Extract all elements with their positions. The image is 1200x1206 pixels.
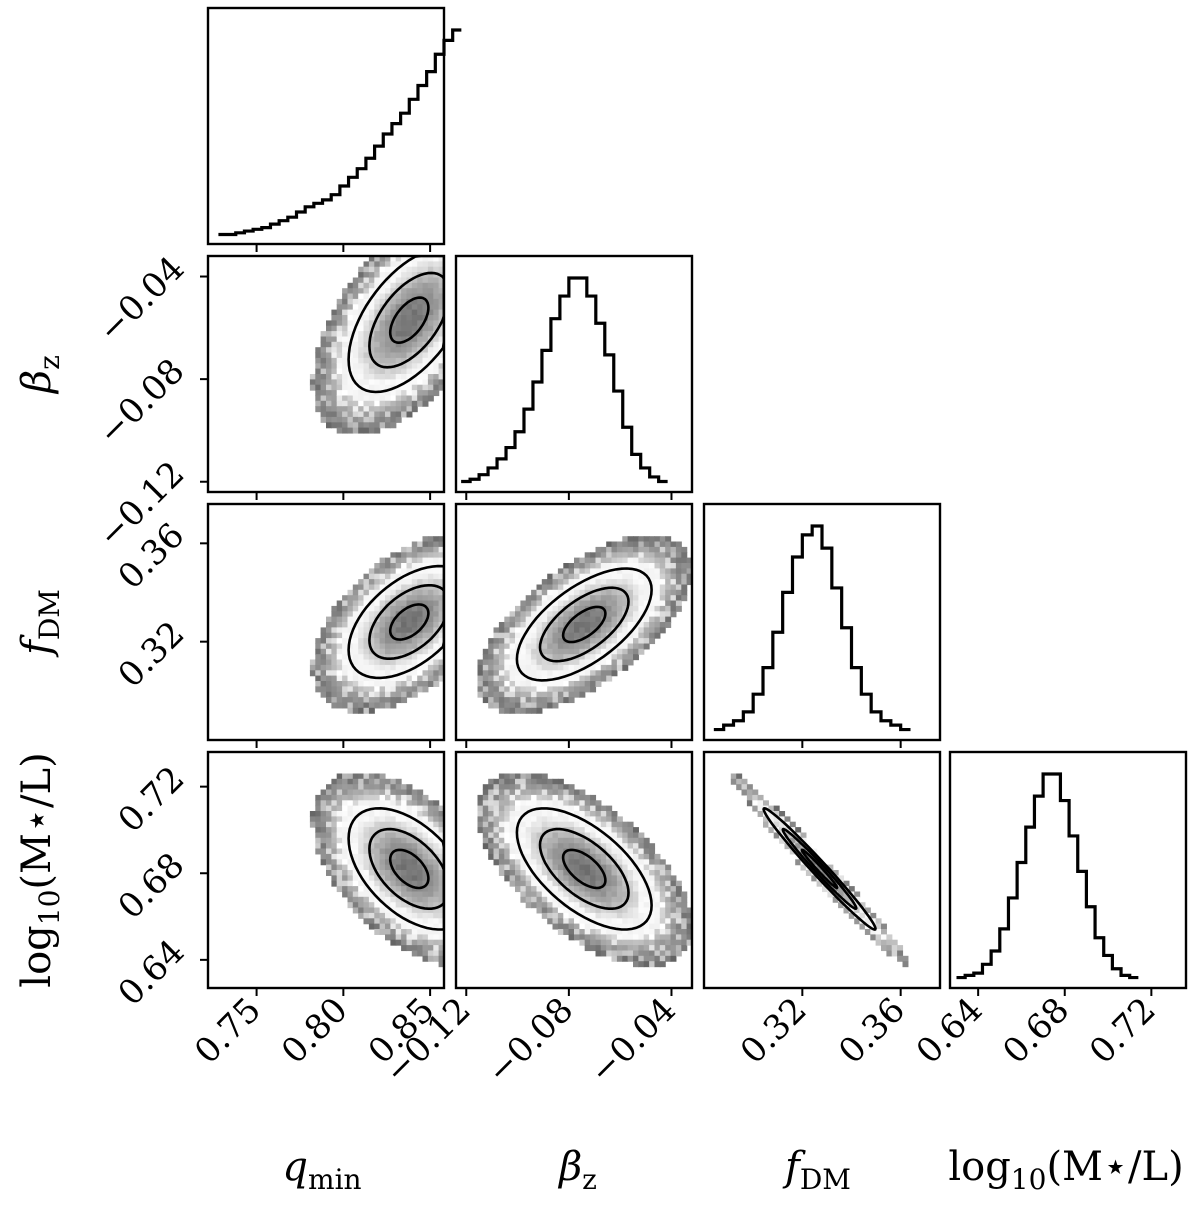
joint-panel-betaz-fdm: [477, 536, 692, 714]
joint-panel-qmin-betaz: [309, 256, 444, 434]
panel-frame: [454, 502, 694, 742]
density-cells: [477, 773, 692, 968]
density-cells: [309, 256, 444, 434]
density-cells: [477, 536, 692, 714]
contour-level-3: [515, 567, 653, 682]
joint-panel-qmin-fdm: [309, 536, 444, 714]
histogram-step-line: [713, 524, 911, 732]
x-tick-label: 0.75: [187, 990, 269, 1072]
contour-level-3: [347, 564, 444, 680]
contour-level-3: [762, 806, 877, 931]
histogram-step-line: [461, 276, 668, 484]
x-tick-label: 0.32: [733, 990, 815, 1072]
joint-panel-qmin-logml: [309, 773, 444, 968]
joint-panel-betaz-logml: [477, 773, 692, 968]
contour-level-2: [781, 827, 858, 911]
contour-level-1: [388, 603, 430, 641]
joint-panel-fdm-logml: [730, 773, 909, 968]
y-tick-label: 0.64: [111, 932, 193, 1014]
contour-level-2: [538, 586, 630, 663]
density-cells: [309, 536, 444, 714]
x-tick-label: 0.64: [909, 990, 991, 1072]
contour-level-2: [538, 827, 630, 910]
panel-frame: [948, 750, 1188, 990]
contour-level-2: [368, 271, 444, 369]
contour-level-1: [388, 848, 430, 890]
y-axis-label-betaz: βz: [14, 355, 66, 395]
contour-level-1: [561, 848, 607, 890]
x-axis-label-betaz: βz: [557, 1144, 597, 1196]
panel-frame: [702, 750, 942, 990]
histogram-qmin: [218, 28, 462, 237]
density-cells: [730, 773, 909, 968]
y-tick-label: 0.68: [111, 845, 193, 927]
x-tick-label: −0.08: [479, 990, 581, 1092]
x-tick-label: −0.04: [582, 990, 684, 1092]
contour-level-3: [515, 807, 653, 931]
histogram-step-line: [218, 28, 462, 237]
x-tick-label: 0.68: [995, 990, 1077, 1072]
panel-frame: [206, 254, 446, 494]
y-tick-label: 0.32: [111, 614, 193, 696]
panel-frame: [206, 502, 446, 742]
x-axis-label-logml: log10(M⋆/L): [948, 1144, 1183, 1196]
y-tick-label: −0.04: [90, 249, 192, 351]
histogram-step-line: [956, 772, 1139, 980]
density-cells: [309, 773, 444, 968]
contour-level-2: [368, 584, 444, 660]
contour-level-1: [800, 848, 839, 890]
panel-frame: [206, 750, 446, 990]
y-axis-label-logml: log10(M⋆/L): [14, 752, 66, 987]
panel-frame: [454, 254, 694, 494]
contour-level-1: [388, 296, 430, 345]
y-axis-label-fdm: fDM: [14, 589, 66, 658]
histogram-logml: [956, 772, 1139, 980]
contour-level-2: [368, 827, 444, 910]
panel-frame: [454, 750, 694, 990]
x-axis-label-fdm: fDM: [782, 1144, 851, 1196]
y-tick-label: 0.72: [111, 759, 193, 841]
x-axis-label-qmin: qmin: [282, 1144, 361, 1196]
x-tick-label: 0.72: [1082, 990, 1164, 1072]
panel-frame: [702, 502, 942, 742]
x-tick-label: 0.36: [831, 990, 913, 1072]
histogram-fdm: [713, 524, 911, 732]
x-tick-label: 0.80: [274, 990, 356, 1072]
panel-frame: [206, 6, 446, 246]
contour-level-1: [561, 605, 607, 644]
histogram-betaz: [461, 276, 668, 484]
contour-level-3: [347, 256, 444, 394]
y-tick-label: −0.08: [90, 351, 192, 453]
contour-level-3: [347, 806, 444, 931]
